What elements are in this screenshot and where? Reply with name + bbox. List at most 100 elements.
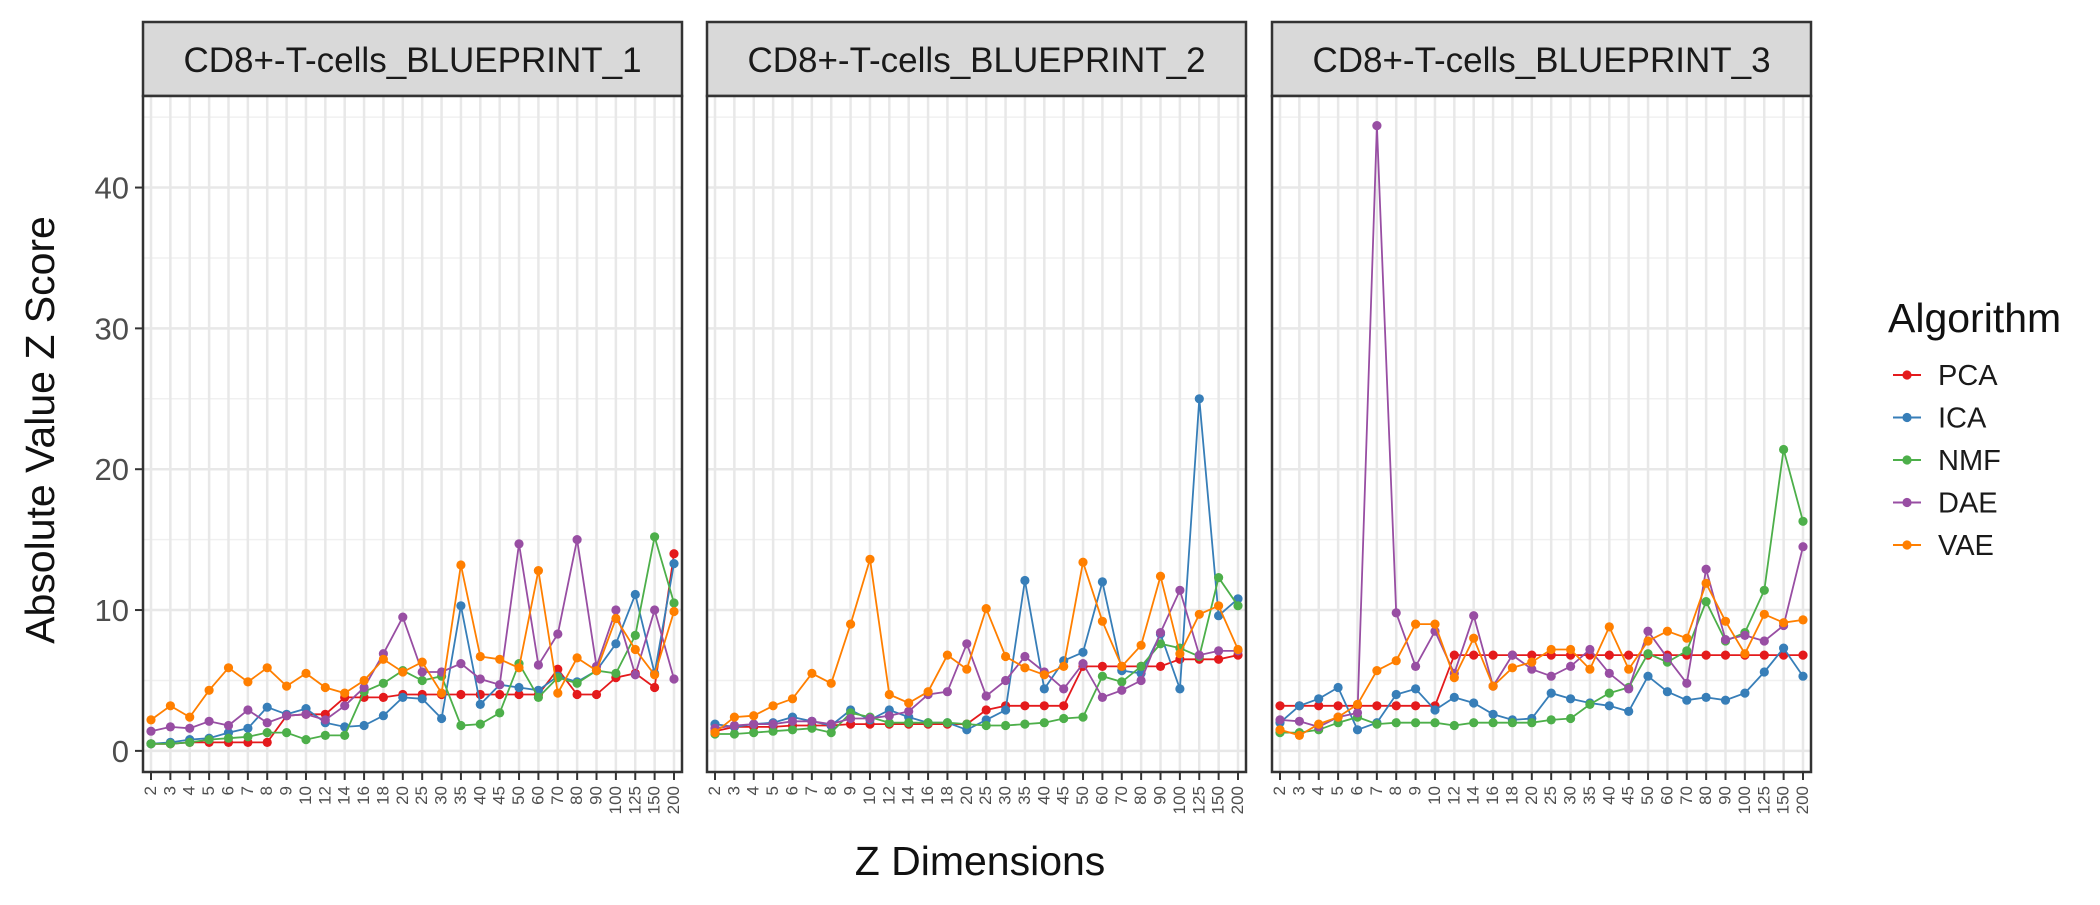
series-line-pca [151,553,675,745]
data-point [301,735,311,745]
data-point [340,730,350,741]
series-line-pca [714,654,1239,733]
series-ica [1275,643,1808,735]
data-point [749,728,759,738]
data-point [1449,720,1459,731]
x-tick-label: 18 [1502,786,1521,805]
data-point [456,720,466,731]
data-point [1001,675,1011,686]
data-point [1352,699,1363,710]
x-tick-label: 40 [1034,786,1053,805]
data-point [204,685,214,695]
data-point [1175,649,1185,659]
data-point [1039,670,1049,680]
x-tick-label: 18 [373,786,392,805]
x-tick-label: 7 [1367,786,1386,795]
data-point [1020,719,1030,729]
data-point [417,694,427,704]
series-line-vae [714,559,1239,734]
x-tick-label: 70 [1677,786,1696,805]
data-point [243,705,253,715]
data-point [1020,663,1030,673]
data-point [1527,657,1537,667]
x-tick-label: 200 [664,786,683,814]
x-tick-label: 100 [1735,786,1754,814]
legend-key-point [1902,540,1912,550]
gridlines [143,96,682,772]
data-point [1643,649,1653,659]
data-point [243,732,253,742]
x-tick-label: 20 [1522,786,1541,805]
data-point [1740,688,1750,698]
data-point [456,659,466,669]
series-line-ica [1279,646,1804,731]
data-point [1643,636,1653,646]
data-point [1314,694,1324,704]
data-point [1449,650,1459,660]
x-tick-label: 125 [1754,786,1773,814]
data-point [826,728,836,738]
data-point [514,663,524,673]
x-tick-label: 30 [996,786,1015,805]
x-tick-label: 60 [1657,786,1676,805]
data-point [378,692,388,703]
data-point [1488,718,1498,728]
legend-key-point [1902,455,1912,465]
data-point [1720,650,1731,660]
data-point [1701,597,1711,607]
data-point [1566,694,1576,704]
x-tick-label: 4 [744,786,763,795]
data-point [1798,542,1808,552]
data-point [533,692,544,703]
data-point [1214,611,1224,621]
legend-item-dae: DAE [1893,488,1998,520]
data-point [1566,644,1576,655]
data-point [1001,705,1011,715]
data-point [223,663,234,673]
data-point [1275,725,1285,735]
data-point [1097,577,1107,587]
data-point [1527,718,1537,728]
panel-border [1270,94,1813,774]
x-tick-label: 125 [1189,786,1208,814]
data-point [1314,701,1324,711]
data-point [768,719,778,729]
data-point [1507,718,1517,728]
data-point [669,674,679,684]
series-vae [1275,578,1808,741]
data-point [1411,619,1421,629]
data-point [1604,701,1614,711]
data-point [204,735,214,745]
data-point [1740,649,1750,659]
data-point [359,675,369,686]
data-point [456,689,466,700]
data-point [942,650,953,660]
data-point [884,711,894,721]
x-tick-label: 200 [1793,786,1812,814]
data-point [1469,650,1479,660]
data-point [630,670,640,680]
x-tick-label: 14 [335,786,354,805]
data-point [1039,684,1049,694]
data-point [884,689,894,700]
x-tick-label: 18 [937,786,956,805]
data-point [572,653,582,663]
x-tick-label: 200 [1228,786,1247,814]
data-point [807,723,817,733]
data-point [729,729,740,739]
x-tick-label: 70 [1112,786,1131,805]
data-point [846,619,856,629]
data-point [1333,712,1343,722]
data-point [729,712,740,722]
data-point [591,666,602,676]
series-line-vae [150,564,675,721]
facet-strip [1270,20,1813,98]
data-point [865,554,875,564]
data-point [1759,585,1769,595]
data-point [340,701,350,711]
data-point [1546,715,1556,725]
x-tick-label: 3 [160,786,179,795]
data-point [417,667,427,677]
data-point [1059,684,1069,694]
data-point [572,678,582,688]
